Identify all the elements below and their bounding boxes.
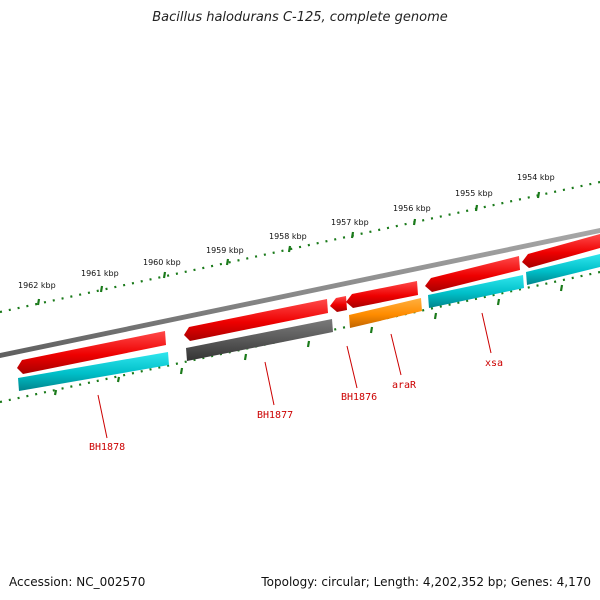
tick-1957	[350, 231, 355, 239]
gene-arrow[interactable]	[330, 296, 347, 312]
gene-label-bh1878[interactable]: BH1878	[89, 442, 125, 453]
gene-arrow[interactable]	[522, 234, 600, 268]
tick-1962	[36, 298, 41, 306]
map-title: Bacillus halodurans C-125, complete geno…	[152, 10, 448, 25]
leader-bh1877	[264, 361, 275, 406]
lower-tick	[306, 340, 311, 348]
ruler-label-1962: 1962 kbp	[18, 281, 56, 290]
lower-tick	[433, 312, 438, 320]
upper-ruler: 1962 kbp 1961 kbp 1960 kbp 1959 kbp 1958…	[0, 173, 600, 314]
leader-bh1876	[346, 345, 358, 389]
ruler-label-1959: 1959 kbp	[206, 246, 244, 255]
upper-ruler-dots	[0, 180, 600, 314]
leader-arar	[390, 333, 402, 376]
genome-summary-text: Topology: circular; Length: 4,202,352 bp…	[261, 575, 591, 589]
lower-tick	[496, 298, 501, 306]
tick-1961	[99, 285, 104, 293]
gene-label-bh1876[interactable]: BH1876	[341, 392, 377, 403]
leader-bh1878	[97, 394, 108, 439]
lower-tick	[116, 376, 121, 383]
ruler-label-1956: 1956 kbp	[393, 204, 431, 213]
cds-feature[interactable]	[526, 254, 600, 285]
tick-1958	[287, 245, 292, 253]
ruler-label-1958: 1958 kbp	[269, 232, 307, 241]
tick-1960	[162, 271, 167, 279]
cds-feature-bh1878[interactable]	[18, 352, 169, 391]
lower-tick	[179, 367, 184, 375]
lower-tick	[369, 326, 374, 334]
gene-label-arar[interactable]: araR	[392, 380, 417, 391]
gene-arrow[interactable]	[425, 256, 520, 292]
gene-arrow[interactable]	[346, 281, 418, 308]
tick-1955	[474, 204, 479, 212]
lower-tick	[243, 353, 248, 361]
lower-tick	[53, 389, 58, 396]
lower-features	[18, 254, 600, 391]
label-leaders	[97, 312, 492, 439]
gene-arrow[interactable]	[17, 331, 166, 374]
tick-1959	[225, 258, 230, 266]
genome-backbone	[0, 228, 600, 358]
ruler-label-1955: 1955 kbp	[455, 189, 493, 198]
ruler-label-1961: 1961 kbp	[81, 269, 119, 278]
ruler-label-1957: 1957 kbp	[331, 218, 369, 227]
gene-label-xsa[interactable]: xsa	[485, 358, 503, 369]
accession-text: Accession: NC_002570	[9, 575, 146, 589]
lower-tick	[559, 284, 564, 292]
gene-label-bh1877[interactable]: BH1877	[257, 410, 293, 421]
tick-1954	[536, 191, 541, 199]
pseudo-feature-bh1877[interactable]	[186, 319, 333, 361]
tick-1956	[412, 218, 417, 226]
feature-arar[interactable]	[349, 298, 422, 328]
ruler-label-1960: 1960 kbp	[143, 258, 181, 267]
top-strand-genes	[17, 234, 600, 374]
gene-arrow[interactable]	[184, 299, 328, 341]
cds-feature-xsa[interactable]	[428, 275, 524, 308]
ruler-label-1954: 1954 kbp	[517, 173, 555, 182]
leader-xsa	[481, 312, 492, 354]
